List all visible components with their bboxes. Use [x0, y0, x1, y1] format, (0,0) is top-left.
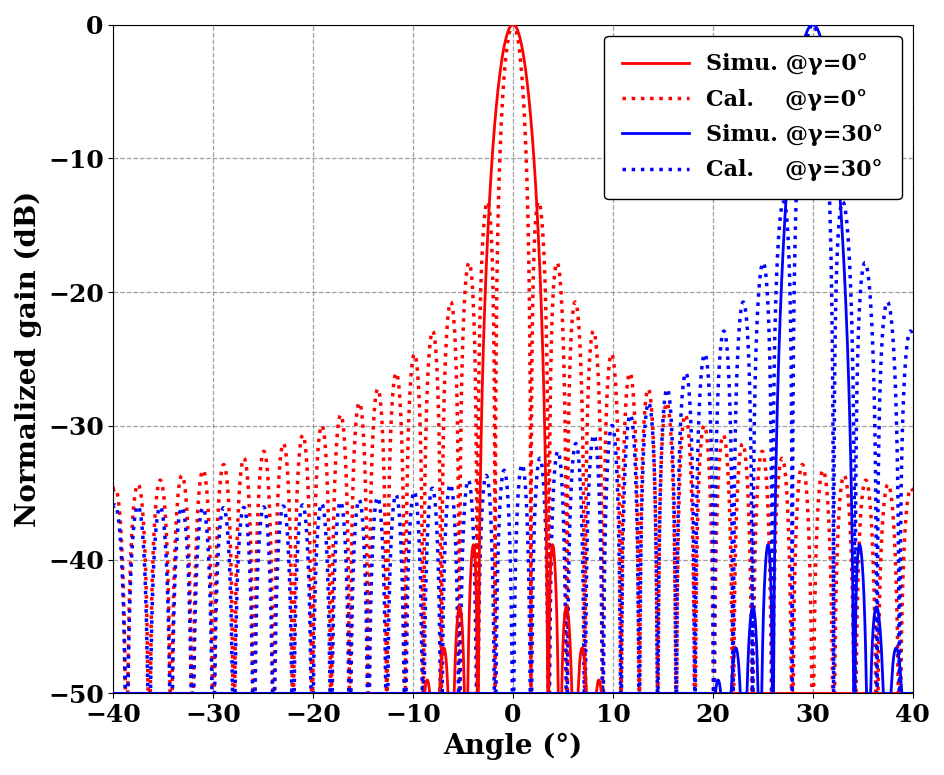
Legend: Simu. @γ=0°, Cal.    @γ=0°, Simu. @γ=30°, Cal.    @γ=30°: Simu. @γ=0°, Cal. @γ=0°, Simu. @γ=30°, C…	[603, 36, 901, 199]
Y-axis label: Normalized gain (dB): Normalized gain (dB)	[15, 191, 42, 527]
X-axis label: Angle (°): Angle (°)	[443, 732, 582, 760]
